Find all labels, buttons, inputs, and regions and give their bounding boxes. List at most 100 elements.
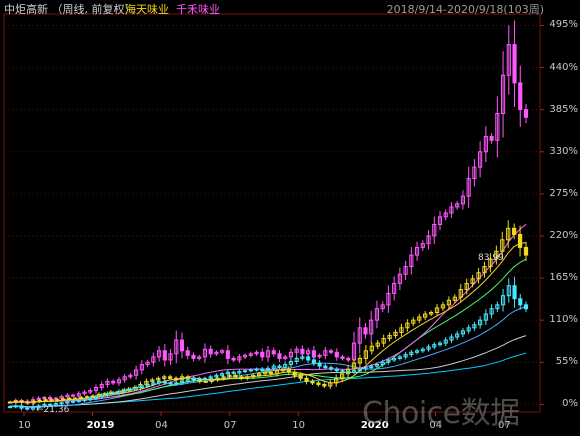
zhongju-candle [25, 407, 30, 410]
haitian-candle [322, 383, 327, 387]
zhongju-candle [277, 365, 282, 369]
y-tick-label: 0% [562, 398, 578, 410]
qianhe-candle [346, 357, 351, 361]
qianhe-candle [145, 361, 150, 366]
haitian-candle [280, 368, 285, 372]
zhongju-candle [500, 295, 506, 306]
qianhe-candle [414, 246, 420, 256]
haitian-candle [381, 338, 386, 344]
zhongju-candle [300, 356, 305, 359]
zhongju-candle [197, 377, 202, 380]
zhongju-candle [214, 374, 219, 378]
y-tick-label: 110% [549, 314, 578, 326]
qianhe-candle [311, 350, 316, 358]
zhongju-candle [483, 313, 488, 321]
zhongju-candle [328, 367, 334, 370]
haitian-candle [452, 296, 457, 301]
qianhe-candle [242, 354, 248, 358]
qianhe-candle [277, 353, 282, 359]
zhongju-candle [449, 336, 454, 341]
x-tick-label: 07 [498, 420, 511, 431]
qianhe-candle [128, 374, 133, 378]
legend-compare-haitian[interactable]: 海天味业 [125, 3, 169, 16]
zhongju-candle [374, 364, 380, 367]
qianhe-candle [409, 254, 414, 268]
haitian-candle [476, 272, 481, 280]
zhongju-candle [65, 401, 70, 404]
haitian-candle [268, 371, 274, 375]
qianhe-candle [156, 350, 162, 358]
qianhe-candle [449, 206, 454, 214]
zhongju-candle [260, 368, 265, 372]
y-tick-label: 220% [549, 229, 578, 241]
plot-border [3, 13, 541, 413]
legend-compare-qianhe[interactable]: 千禾味业 [176, 3, 220, 16]
qianhe-candle [99, 383, 104, 389]
haitian-candle [150, 379, 155, 382]
haitian-candle [357, 357, 363, 364]
qianhe-candle [197, 356, 202, 359]
qianhe-candle [111, 380, 116, 384]
haitian-candle [286, 368, 291, 373]
haitian-candle [25, 401, 30, 404]
date-range-label: 2018/9/14-2020/9/18(103周) [386, 3, 544, 16]
haitian-candle [375, 342, 380, 347]
zhongju-candle [231, 371, 236, 374]
qianhe-candle [443, 212, 448, 218]
haitian-candle [215, 377, 220, 381]
zhongju-candle [48, 403, 53, 406]
zhongju-candle [317, 362, 322, 367]
qianhe-candle [317, 354, 322, 358]
zhongju-candle [76, 400, 81, 403]
haitian-candle [500, 239, 505, 252]
zhongju-candle [151, 382, 156, 385]
zhongju-candle [460, 330, 466, 335]
x-tick-label: 04 [155, 420, 168, 431]
qianhe-candle [76, 393, 81, 397]
zhongju-candle [225, 371, 230, 375]
y-tick-label: 385% [549, 103, 578, 115]
qianhe-candle [472, 166, 477, 180]
zhongju-candle [489, 308, 494, 315]
qianhe-candle [151, 356, 156, 363]
qianhe-candle [500, 74, 506, 114]
qianhe-candle [65, 394, 70, 398]
zhongju-candle [128, 388, 133, 391]
zhongju-candle [478, 319, 483, 326]
zhongju-candle [283, 364, 288, 369]
zhongju-candle [242, 370, 248, 373]
zhongju-candle [162, 380, 167, 384]
zhongju-candle [220, 373, 225, 376]
zhongju-candle [386, 359, 391, 363]
zhongju-candle [323, 365, 328, 369]
qianhe-candle [483, 135, 488, 153]
qianhe-candle [397, 273, 402, 284]
qianhe-candle [202, 348, 208, 358]
zhongju-candle [265, 367, 271, 372]
zhongju-candle [414, 350, 420, 353]
haitian-candle [227, 374, 232, 378]
zhongju-candle [311, 359, 316, 364]
haitian-candle [488, 258, 493, 268]
haitian-candle [37, 400, 42, 403]
haitian-candle [334, 377, 339, 384]
haitian-candle [203, 380, 208, 383]
haitian-candle [197, 379, 202, 382]
zhongju-candle [156, 380, 162, 384]
haitian-candle [256, 373, 262, 376]
qianhe-candle [70, 394, 76, 397]
qianhe-candle [386, 292, 391, 306]
qianhe-candle [214, 351, 219, 355]
haitian-candle [43, 399, 48, 402]
zhongju-candle [116, 390, 122, 394]
qianhe-candle [231, 357, 236, 361]
zhongju-candle [495, 304, 500, 310]
zhongju-candle [70, 400, 76, 403]
zhongju-candle [93, 396, 99, 399]
haitian-candle [156, 377, 161, 381]
haitian-candle [209, 379, 214, 382]
zhongju-candle [340, 370, 345, 373]
haitian-candle [440, 304, 446, 309]
haitian-candle [49, 399, 54, 402]
